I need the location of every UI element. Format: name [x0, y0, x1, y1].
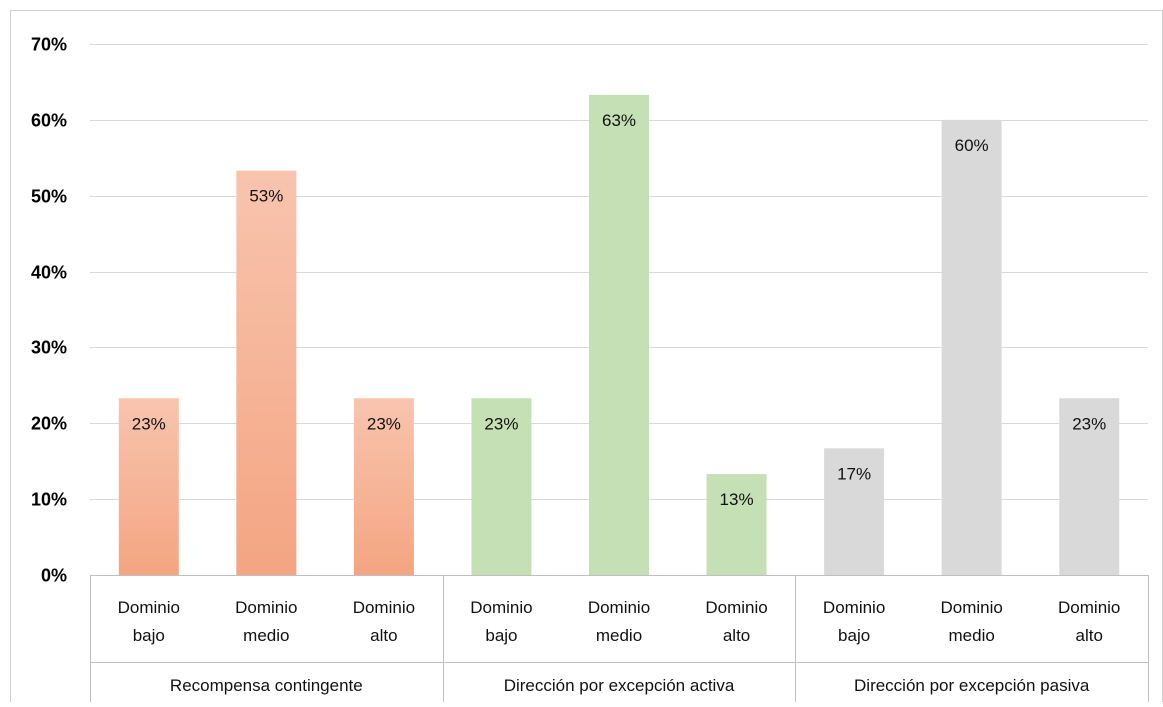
- category-label-line1: Dominio: [1058, 598, 1120, 617]
- category-label-line1: Dominio: [705, 598, 767, 617]
- category-label-line2: medio: [596, 626, 642, 645]
- bar-1-2: [236, 170, 297, 575]
- y-tick-label: 60%: [31, 111, 67, 131]
- bar-1-1: [118, 398, 179, 575]
- category-label-line1: Dominio: [470, 598, 532, 617]
- category-label-line2: alto: [370, 626, 397, 645]
- y-tick-label: 10%: [31, 490, 67, 510]
- data-label: 13%: [720, 490, 754, 509]
- y-tick-label: 70%: [31, 35, 67, 55]
- y-tick-label: 40%: [31, 263, 67, 283]
- category-label-line1: Dominio: [118, 598, 180, 617]
- bar-1-3: [353, 398, 414, 575]
- category-label-line1: Dominio: [235, 598, 297, 617]
- bar-2-3: [706, 474, 767, 575]
- x-axis: Dominio bajo Dominio medio Dominio alto Recomp…: [90, 575, 1149, 702]
- y-tick-label: 0%: [41, 566, 67, 586]
- data-label: 23%: [132, 414, 166, 433]
- bar-2-2: [589, 94, 649, 576]
- data-labels: 23% 53% 23% 23% 63% 13% 17% 60% 23%: [132, 111, 1106, 509]
- bar-2-1: [471, 398, 532, 575]
- category-label-line2: bajo: [133, 626, 165, 645]
- group-label: Dirección por excepción activa: [504, 676, 735, 695]
- category-label-line2: alto: [1076, 626, 1103, 645]
- category-label-line2: bajo: [838, 626, 870, 645]
- category-label-line2: medio: [243, 626, 289, 645]
- y-axis-ticks: 0% 10% 20% 30% 40% 50% 60% 70%: [31, 35, 67, 586]
- bars: [118, 94, 1120, 576]
- category-label-line1: Dominio: [940, 598, 1002, 617]
- group-label: Dirección por excepción pasiva: [854, 676, 1090, 695]
- data-label: 53%: [249, 187, 283, 206]
- data-label: 23%: [1072, 414, 1106, 433]
- category-label-line2: bajo: [485, 626, 517, 645]
- group-label: Recompensa contingente: [170, 676, 363, 695]
- bar-3-3: [1059, 398, 1120, 575]
- data-label: 23%: [367, 414, 401, 433]
- data-label: 23%: [484, 414, 518, 433]
- category-label-line1: Dominio: [823, 598, 885, 617]
- bar-3-2: [941, 119, 1002, 575]
- data-label: 60%: [955, 136, 989, 155]
- y-tick-label: 20%: [31, 414, 67, 434]
- bar-3-1: [824, 448, 885, 575]
- category-label-line2: alto: [723, 626, 750, 645]
- data-label: 17%: [837, 464, 871, 483]
- category-label-line2: medio: [949, 626, 995, 645]
- data-label: 63%: [602, 111, 636, 130]
- category-label-line1: Dominio: [353, 598, 415, 617]
- category-label-line1: Dominio: [588, 598, 650, 617]
- y-tick-label: 30%: [31, 338, 67, 358]
- y-tick-label: 50%: [31, 187, 67, 207]
